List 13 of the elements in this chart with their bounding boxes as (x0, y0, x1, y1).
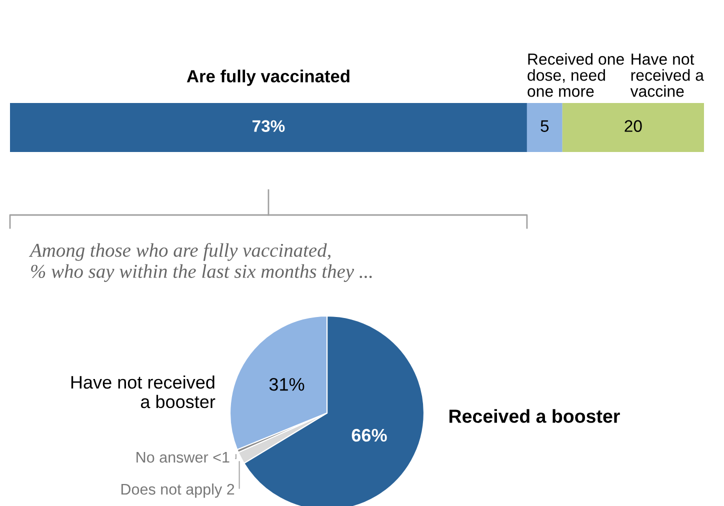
series-label: Received one dose, need one more (528, 53, 624, 97)
slice-label: No answer <1 (136, 452, 230, 463)
slice-label: Does not apply 2 (121, 483, 234, 498)
series-label: Have not received a vaccine (630, 54, 704, 97)
series-label: Are fully vaccinated (186, 70, 350, 86)
data-label: 5 (540, 120, 549, 132)
data-label: 20 (624, 120, 642, 132)
data-label: 31% (269, 378, 304, 391)
data-label: 73% (252, 120, 285, 132)
slice-label: Have not received a booster (71, 375, 216, 408)
data-label: 66% (352, 428, 387, 442)
chart-title: Among those who are fully vaccinated, % who say within the last six months they ... (28, 243, 372, 282)
slice-label: Received a booster (450, 409, 620, 423)
